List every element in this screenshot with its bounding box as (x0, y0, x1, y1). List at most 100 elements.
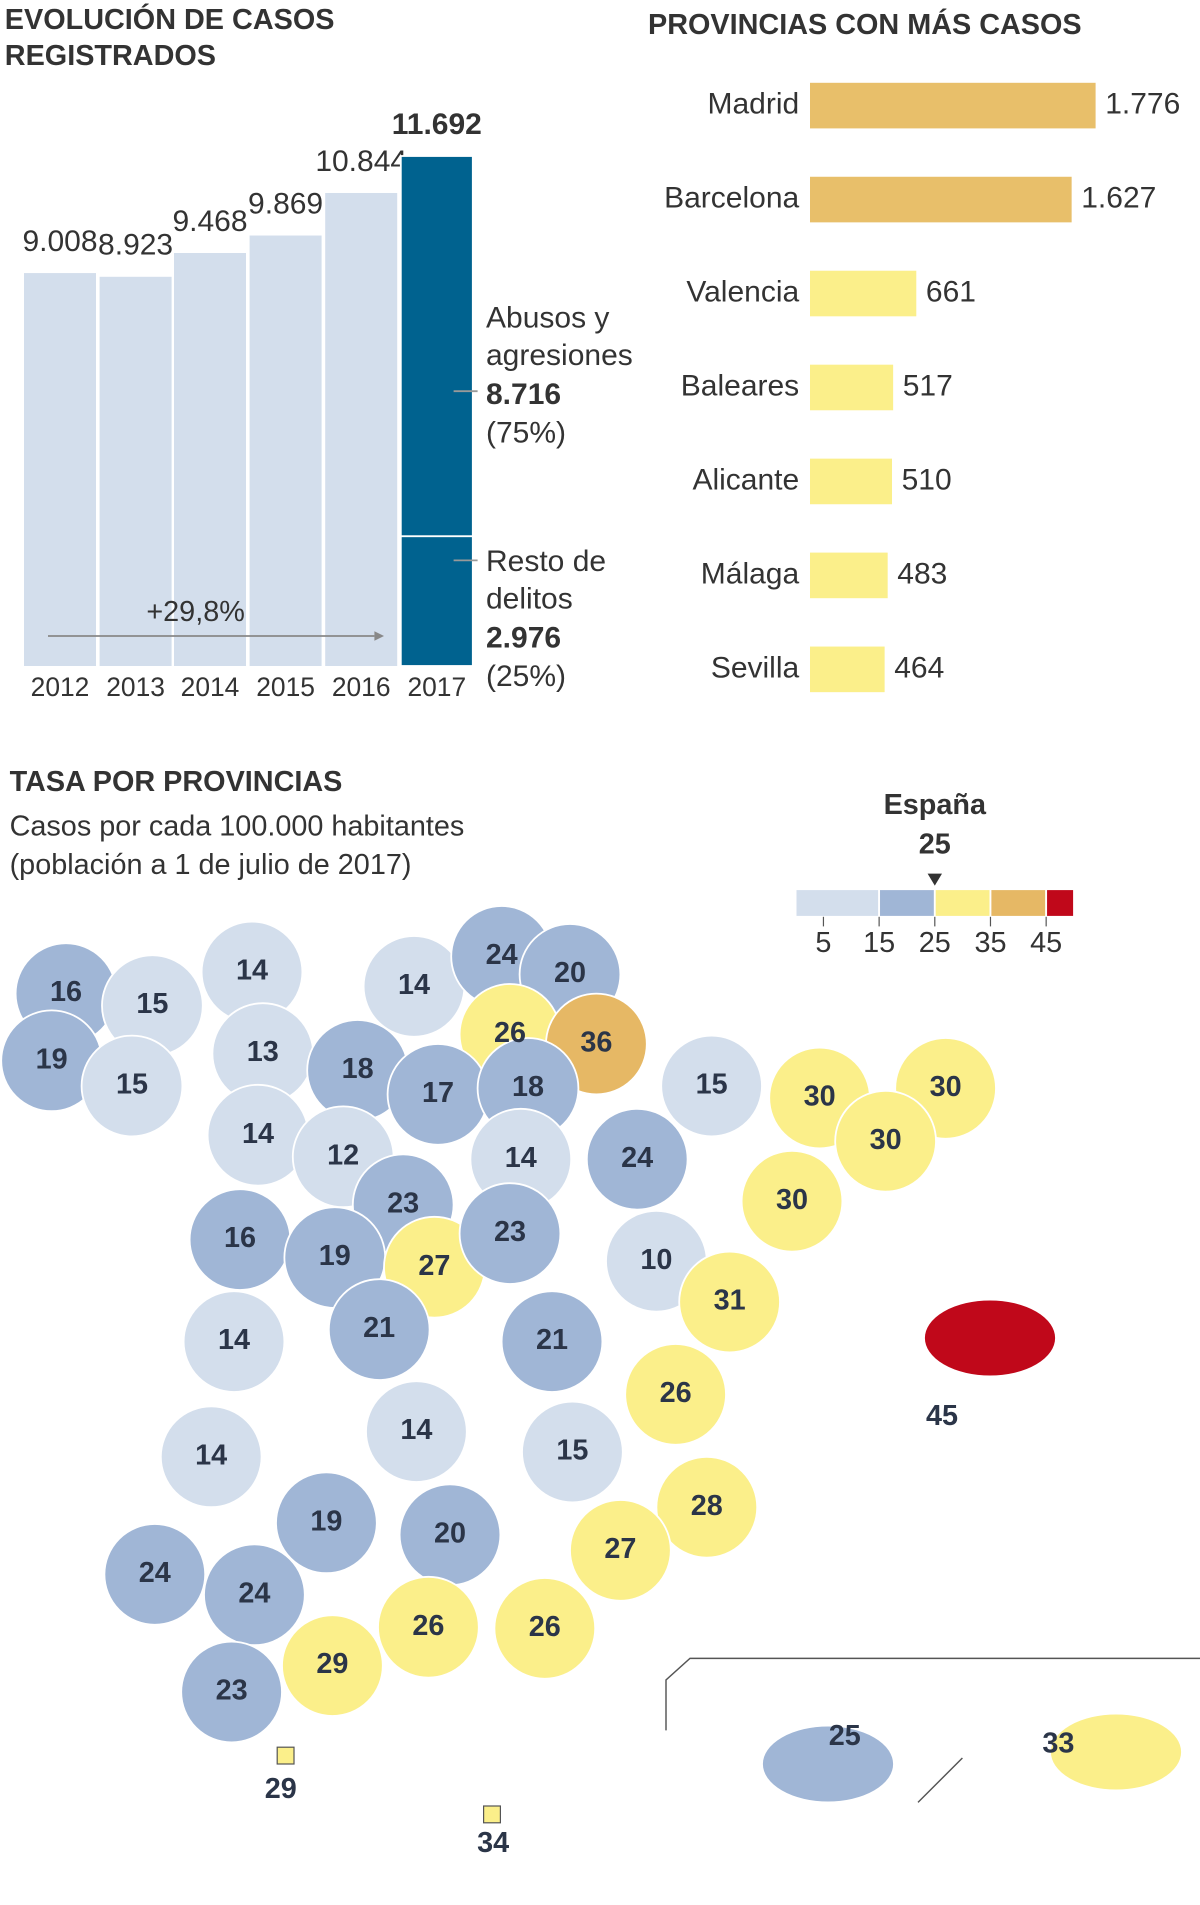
bar (810, 270, 917, 317)
segment-share-label: (25%) (486, 660, 566, 693)
legend-tick-label: 5 (815, 927, 831, 959)
region-value-label: 14 (218, 1324, 250, 1356)
region-value-label: 36 (580, 1027, 612, 1059)
region-value-label: 45 (926, 1400, 958, 1432)
region-value-label: 21 (536, 1324, 568, 1356)
region (275, 1471, 378, 1575)
region-value-label: 30 (804, 1081, 836, 1113)
bar-value-label: 8.923 (98, 229, 173, 262)
legend-tick-label: 15 (863, 927, 895, 959)
growth-arrow-head (374, 631, 384, 641)
segment-share-label: (75%) (486, 416, 566, 449)
segment-name: Resto de delitos (486, 544, 607, 616)
region (761, 1724, 895, 1804)
canarias-divider (917, 1757, 963, 1803)
region (660, 1034, 763, 1138)
bar-value-label: 464 (894, 651, 944, 684)
region-value-label: 19 (319, 1240, 351, 1272)
segment-name-box: Abusos y agresiones (486, 301, 633, 372)
region (500, 1290, 604, 1393)
region-value-label: 16 (224, 1222, 256, 1254)
bar-title: EVOLUCIÓN DE CASOS REGISTRADOS (4, 3, 335, 72)
region-value-label: 23 (387, 1187, 419, 1219)
region (458, 1182, 562, 1285)
region-value-label: 21 (363, 1312, 395, 1344)
bar (99, 276, 172, 666)
region-value-label: 20 (434, 1517, 466, 1549)
region-value-label: 25 (829, 1720, 861, 1752)
bar (810, 364, 894, 411)
bar-value-label: 10.844 (315, 145, 407, 178)
bar (174, 253, 246, 666)
region-value-label: 30 (930, 1071, 962, 1103)
region-value-label: 16 (50, 976, 82, 1008)
bar-value-label: 483 (897, 557, 947, 590)
x-tick-label: 2013 (106, 672, 165, 702)
hbar-title: PROVINCIAS CON MÁS CASOS (648, 7, 1082, 41)
region (624, 1343, 727, 1446)
region-value-label: 15 (116, 1069, 148, 1101)
region-value-label: 12 (327, 1139, 359, 1171)
region-value-label: 20 (554, 957, 586, 989)
x-tick-label: 2012 (31, 672, 90, 702)
region (585, 1107, 689, 1211)
bar (810, 176, 1072, 223)
legend-swatch (878, 888, 936, 918)
region (203, 1543, 306, 1647)
legend-tick-label: 25 (919, 927, 951, 959)
region-value-label: 14 (236, 955, 268, 987)
canarias-inset-frame (665, 1657, 1200, 1731)
region-value-label: 15 (556, 1435, 588, 1467)
region-value-label: 27 (604, 1533, 636, 1565)
region (493, 1577, 597, 1680)
region-value-label: 31 (714, 1285, 746, 1317)
y-tick-label: Málaga (701, 557, 800, 590)
region-value-label: 28 (691, 1490, 723, 1522)
bar-value-label: 1.776 (1105, 88, 1180, 121)
region-value-label: 14 (242, 1118, 274, 1150)
region (923, 1298, 1057, 1378)
bar (249, 235, 322, 666)
region-value-label: 34 (477, 1827, 509, 1859)
map (0, 905, 1183, 1824)
region (655, 1455, 759, 1559)
legend-tick-label: 45 (1030, 927, 1062, 959)
region (521, 1400, 624, 1504)
bar-segment (399, 155, 474, 538)
map-title: TASA POR PROVINCIAS (10, 766, 343, 798)
y-tick-label: Sevilla (711, 651, 800, 684)
x-tick-label: 2014 (181, 672, 240, 702)
legend-tick-label: 35 (974, 927, 1006, 959)
legend-reference-label: 25 (919, 829, 951, 861)
bar (810, 458, 893, 505)
growth-annotation: +29,8% (146, 596, 244, 628)
segment-name: Abusos y agresiones (486, 301, 633, 372)
bar-value-label: 9.008 (22, 225, 97, 258)
legend-title: España (884, 789, 987, 821)
region-value-label: 15 (696, 1069, 728, 1101)
region-value-label: 14 (400, 1414, 432, 1446)
y-tick-label: Valencia (686, 275, 799, 308)
region-value-label: 29 (316, 1648, 348, 1680)
region-value-label: 33 (1042, 1727, 1074, 1759)
region-value-label: 19 (310, 1505, 342, 1537)
region-value-label: 24 (621, 1142, 653, 1174)
bar-segment (399, 535, 474, 667)
region (276, 1746, 295, 1765)
region (1049, 1712, 1183, 1792)
region-value-label: 24 (139, 1557, 171, 1589)
region-value-label: 26 (529, 1611, 561, 1643)
x-tick-label: 2016 (332, 672, 391, 702)
bar (325, 192, 398, 667)
region (740, 1149, 844, 1253)
region-value-label: 13 (247, 1036, 279, 1068)
bar (24, 273, 96, 666)
region (377, 1575, 480, 1679)
legend-swatch (794, 888, 881, 918)
region-value-label: 30 (870, 1124, 902, 1156)
region (281, 1614, 384, 1717)
x-tick-label: 2017 (407, 672, 466, 702)
region (103, 1523, 207, 1626)
legend-reference-marker (927, 873, 942, 886)
y-tick-label: Alicante (692, 463, 799, 496)
